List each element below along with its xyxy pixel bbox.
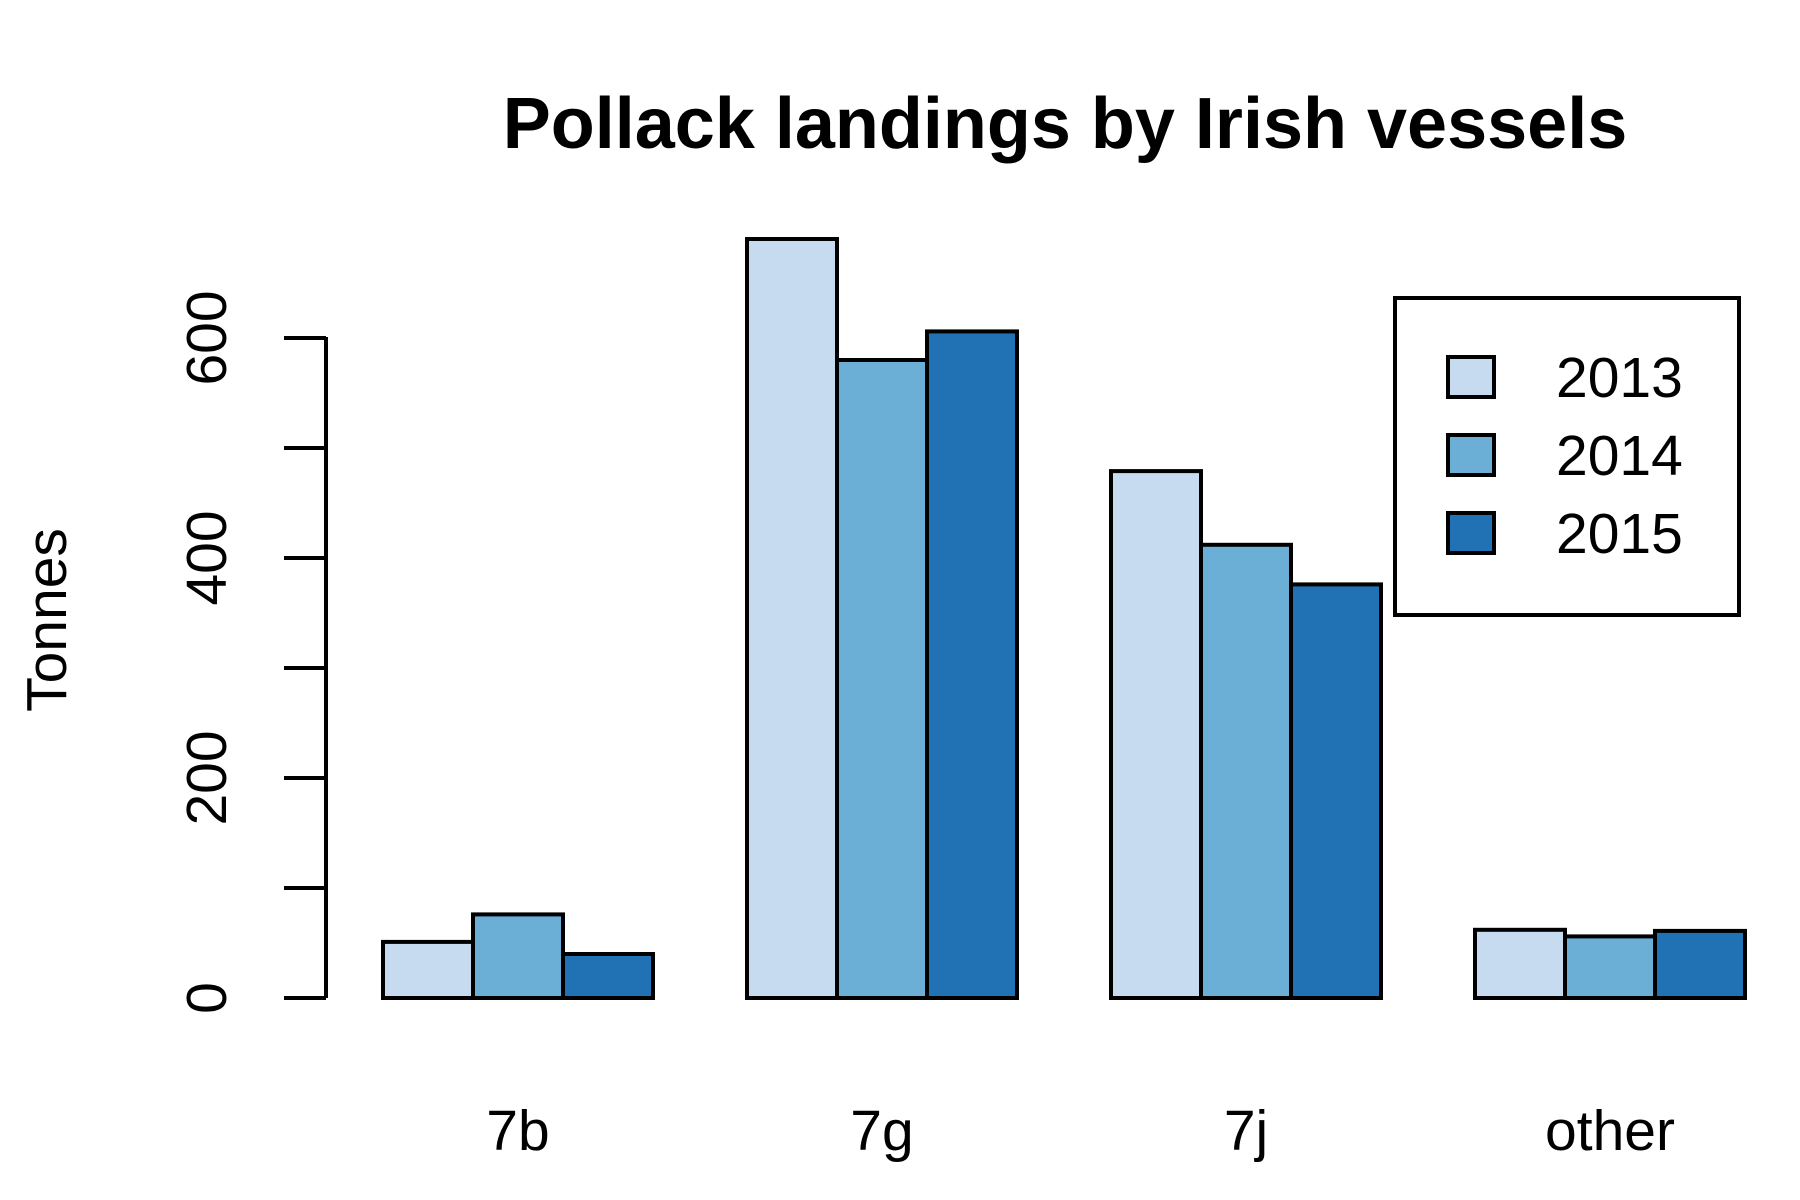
legend-swatch-2013 bbox=[1446, 355, 1496, 399]
bar-7b-2015 bbox=[561, 952, 655, 1000]
bar-7g-2014 bbox=[835, 358, 929, 1000]
bar-other-2013 bbox=[1473, 927, 1567, 1000]
y-axis-ticks: 0 200 400 600 bbox=[175, 290, 326, 1014]
bar-7b-2014 bbox=[471, 912, 565, 1001]
legend-label-2014: 2014 bbox=[1556, 424, 1683, 488]
bar-7b-2013 bbox=[381, 939, 475, 1001]
x-tick-label-7b: 7b bbox=[486, 1099, 549, 1163]
y-axis-label: Tonnes bbox=[15, 528, 79, 712]
bar-7j-2014 bbox=[1199, 542, 1293, 1000]
bar-7j-2015 bbox=[1289, 582, 1383, 1001]
chart-title: Pollack landings by Irish vessels bbox=[503, 84, 1628, 164]
legend: 2013 2014 2015 bbox=[1393, 296, 1741, 617]
bar-7g-2013 bbox=[745, 237, 839, 1000]
bar-other-2015 bbox=[1653, 928, 1747, 1001]
bar-7g-2015 bbox=[925, 329, 1019, 1000]
bar-other-2014 bbox=[1563, 934, 1657, 1001]
bar-7j-2013 bbox=[1109, 469, 1203, 1001]
x-tick-label-7j: 7j bbox=[1224, 1099, 1268, 1163]
x-tick-label-7g: 7g bbox=[850, 1099, 913, 1163]
legend-swatch-2014 bbox=[1446, 433, 1496, 477]
y-tick-label-400: 400 bbox=[175, 510, 239, 605]
legend-label-2013: 2013 bbox=[1556, 346, 1683, 410]
y-tick-label-0: 0 bbox=[175, 982, 239, 1014]
bars bbox=[381, 237, 1747, 1001]
x-axis-labels: 7b 7g 7j other bbox=[486, 1099, 1675, 1163]
y-tick-label-200: 200 bbox=[175, 730, 239, 825]
y-tick-label-600: 600 bbox=[175, 290, 239, 385]
legend-label-2015: 2015 bbox=[1556, 502, 1683, 566]
legend-swatch-2015 bbox=[1446, 511, 1496, 555]
x-tick-label-other: other bbox=[1545, 1099, 1675, 1163]
